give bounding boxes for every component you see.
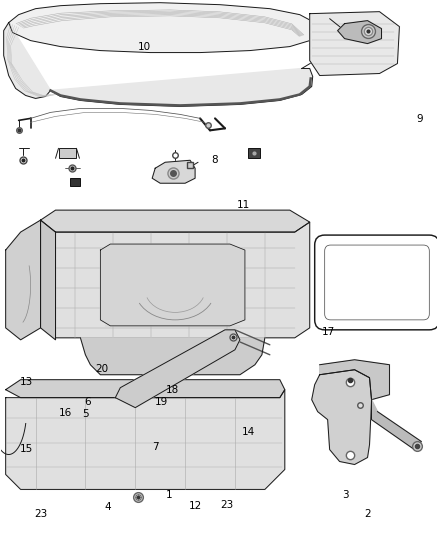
Text: 20: 20 [95,364,109,374]
FancyBboxPatch shape [314,235,438,330]
Text: 3: 3 [343,490,349,500]
Text: 23: 23 [34,508,47,519]
Polygon shape [310,12,399,76]
Polygon shape [6,390,285,489]
Text: 15: 15 [19,444,33,454]
Polygon shape [41,210,310,232]
Text: 13: 13 [19,377,33,387]
Text: 7: 7 [152,442,159,452]
Text: 11: 11 [237,200,250,211]
Text: 16: 16 [59,408,72,418]
Polygon shape [56,222,310,338]
Polygon shape [4,22,50,99]
Text: 18: 18 [166,385,179,395]
Polygon shape [320,360,389,400]
Text: 9: 9 [417,114,423,124]
Polygon shape [100,244,245,326]
Polygon shape [6,379,285,398]
Text: 17: 17 [321,327,335,337]
Text: 14: 14 [242,427,255,438]
FancyBboxPatch shape [325,245,429,320]
Text: 8: 8 [211,155,218,165]
Text: 4: 4 [104,502,111,512]
Text: 10: 10 [138,42,152,52]
Polygon shape [312,370,371,464]
Text: 23: 23 [220,500,233,510]
Polygon shape [6,220,41,340]
Text: 6: 6 [85,397,92,407]
Polygon shape [338,21,381,44]
Text: 1: 1 [166,490,172,500]
Polygon shape [81,338,265,375]
Polygon shape [41,220,56,340]
Polygon shape [9,3,318,53]
Polygon shape [371,400,421,449]
Text: 5: 5 [82,409,89,419]
Polygon shape [115,330,240,408]
Bar [71,178,81,186]
Polygon shape [152,160,195,183]
Bar [59,148,77,158]
Text: 2: 2 [364,508,371,519]
Text: 19: 19 [155,397,168,407]
Bar [248,148,260,158]
Text: 12: 12 [188,500,201,511]
Polygon shape [50,69,313,107]
